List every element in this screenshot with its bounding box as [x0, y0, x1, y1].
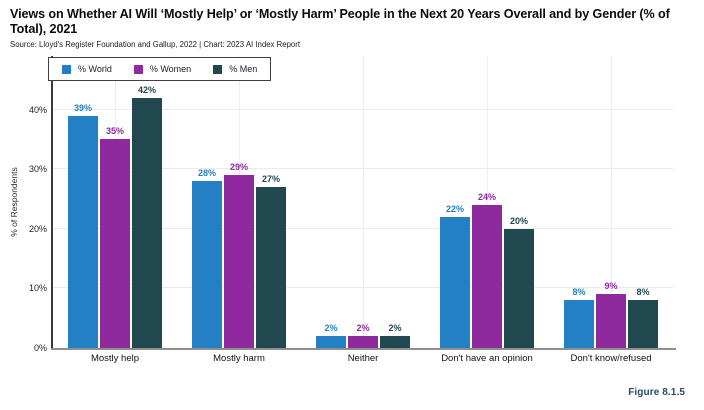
x-grid-line [363, 56, 364, 348]
bar: 39% [68, 103, 98, 348]
bar-value-label: 35% [105, 126, 125, 137]
bar: 8% [628, 287, 658, 348]
legend-item-label: % World [78, 64, 112, 74]
legend-item-label: % Men [229, 64, 258, 74]
x-axis-line [51, 348, 676, 350]
y-tick-label: 10% [28, 283, 47, 294]
bar-value-label: 42% [137, 84, 157, 95]
bar-value-label: 28% [197, 168, 217, 179]
bar-value-label: 9% [604, 281, 618, 292]
x-tick-label: Don't know/refused [570, 353, 652, 364]
bar: 35% [100, 126, 130, 348]
bar-value-label: 8% [572, 287, 586, 298]
bar-value-label: 2% [324, 323, 338, 334]
bars-layer: 39% 35% 42% 28% 29% 27% 2% 2% 2% 22% 24% 20% 8% 9% 8% [53, 56, 673, 348]
bar-value-label: 39% [73, 102, 93, 113]
bar: 29% [224, 162, 254, 348]
bar: 28% [192, 168, 222, 348]
bar-value-label: 27% [261, 174, 281, 185]
legend-item: % Women [133, 64, 192, 74]
x-tick-label: Mostly help [90, 353, 140, 364]
legend-item: % World [62, 64, 112, 74]
x-tick-label: Don't have an opinion [441, 353, 533, 364]
bar: 2% [316, 323, 346, 348]
y-tick-label: 0% [33, 343, 47, 353]
legend-swatch-icon [133, 64, 143, 74]
legend-item-label: % Women [149, 64, 192, 74]
bar: 42% [132, 85, 162, 348]
legend-item: % Men [213, 64, 257, 74]
bar: 2% [348, 323, 378, 348]
bar-group: 8% 9% 8% [549, 56, 673, 348]
bar-value-label: 24% [477, 191, 497, 202]
x-grid-line [611, 56, 612, 348]
bar: 27% [256, 174, 286, 348]
x-tick-label: Mostly harm [213, 353, 265, 364]
bar-group: 28% 29% 27% [177, 56, 301, 348]
y-axis-title: % of Respondents [9, 167, 19, 237]
x-tick-labels: Mostly help Mostly harm Neither Don't have … [53, 353, 673, 364]
bar-group: 22% 24% 20% [425, 56, 549, 348]
bar-value-label: 29% [229, 162, 249, 173]
x-tick-label: Neither [347, 353, 379, 364]
x-grid-line [487, 56, 488, 348]
bar: 20% [504, 216, 534, 348]
bar-value-label: 2% [356, 323, 370, 334]
bar: 8% [564, 287, 594, 348]
y-tick-label: 30% [28, 164, 47, 175]
legend-swatch-icon [213, 64, 223, 74]
y-tick-label: 40% [28, 104, 47, 115]
plot-area: 39% 35% 42% 28% 29% 27% 2% 2% 2% 22% 24% 20% 8% 9% 8% … [29, 56, 676, 353]
bar-value-label: 20% [509, 215, 529, 226]
bar-value-label: 8% [636, 287, 650, 298]
bar-group: 39% 35% 42% [53, 56, 177, 348]
bar: 24% [472, 192, 502, 348]
figure-label: Figure 8.1.5 [628, 387, 685, 398]
bar-value-label: 2% [388, 323, 402, 334]
bar-value-label: 22% [445, 203, 465, 214]
page-title: Views on Whether AI Will ‘Mostly Help’ o… [10, 7, 670, 37]
bar: 2% [380, 323, 410, 348]
y-axis-line [51, 56, 53, 348]
bar: 22% [440, 204, 470, 348]
y-tick-label: 20% [28, 223, 47, 234]
source-line: Source: Lloyd's Register Foundation and … [10, 40, 301, 49]
bar-group: 2% 2% 2% [301, 56, 425, 348]
legend: % World % Women % Men [48, 57, 272, 81]
legend-swatch-icon [62, 64, 71, 74]
bar: 9% [596, 281, 626, 348]
